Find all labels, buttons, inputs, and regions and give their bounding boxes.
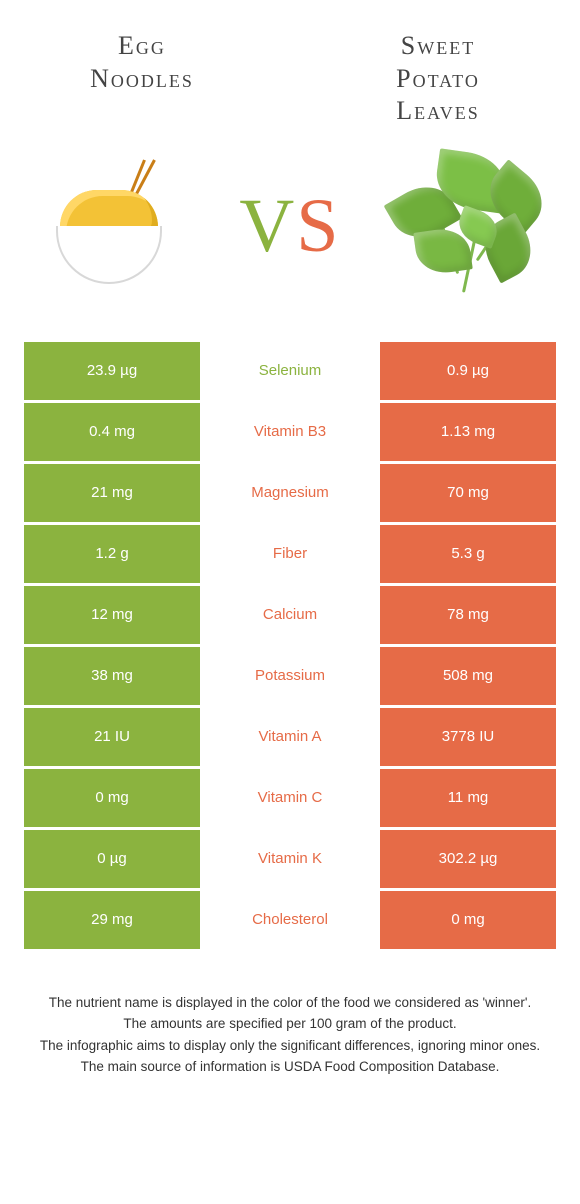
- table-row: 0.4 mgVitamin B31.13 mg: [24, 403, 556, 461]
- infographic: EggNoodles SweetPotatoLeaves VS: [0, 0, 580, 1119]
- nutrient-label: Vitamin A: [203, 708, 377, 766]
- right-value: 5.3 g: [380, 525, 556, 583]
- table-row: 0 mgVitamin C11 mg: [24, 769, 556, 827]
- footnote-line: The amounts are specified per 100 gram o…: [24, 1014, 556, 1034]
- nutrient-label: Potassium: [203, 647, 377, 705]
- table-row: 21 IUVitamin A3778 IU: [24, 708, 556, 766]
- left-value: 0.4 mg: [24, 403, 200, 461]
- nutrient-label: Selenium: [203, 342, 377, 400]
- right-food-title: SweetPotatoLeaves: [320, 30, 556, 128]
- right-value: 11 mg: [380, 769, 556, 827]
- table-row: 29 mgCholesterol0 mg: [24, 891, 556, 949]
- noodles-icon: [24, 142, 194, 312]
- right-value: 0 mg: [380, 891, 556, 949]
- footnote-line: The nutrient name is displayed in the co…: [24, 993, 556, 1013]
- nutrient-label: Fiber: [203, 525, 377, 583]
- footnote-line: The infographic aims to display only the…: [24, 1036, 556, 1056]
- left-food-title: EggNoodles: [24, 30, 260, 95]
- nutrient-table: 23.9 µgSelenium0.9 µg0.4 mgVitamin B31.1…: [24, 342, 556, 949]
- vs-label: VS: [239, 183, 340, 270]
- table-row: 38 mgPotassium508 mg: [24, 647, 556, 705]
- nutrient-label: Cholesterol: [203, 891, 377, 949]
- title-row: EggNoodles SweetPotatoLeaves: [24, 30, 556, 128]
- left-value: 29 mg: [24, 891, 200, 949]
- right-value: 0.9 µg: [380, 342, 556, 400]
- left-value: 1.2 g: [24, 525, 200, 583]
- table-row: 21 mgMagnesium70 mg: [24, 464, 556, 522]
- footnote-line: The main source of information is USDA F…: [24, 1057, 556, 1077]
- right-value: 302.2 µg: [380, 830, 556, 888]
- right-value: 78 mg: [380, 586, 556, 644]
- image-row: VS: [24, 142, 556, 312]
- table-row: 0 µgVitamin K302.2 µg: [24, 830, 556, 888]
- left-value: 21 IU: [24, 708, 200, 766]
- table-row: 1.2 gFiber5.3 g: [24, 525, 556, 583]
- right-value: 508 mg: [380, 647, 556, 705]
- left-value: 38 mg: [24, 647, 200, 705]
- right-value: 70 mg: [380, 464, 556, 522]
- nutrient-label: Vitamin C: [203, 769, 377, 827]
- right-value: 3778 IU: [380, 708, 556, 766]
- table-row: 12 mgCalcium78 mg: [24, 586, 556, 644]
- table-row: 23.9 µgSelenium0.9 µg: [24, 342, 556, 400]
- left-value: 0 mg: [24, 769, 200, 827]
- footnotes: The nutrient name is displayed in the co…: [24, 993, 556, 1077]
- left-value: 21 mg: [24, 464, 200, 522]
- left-value: 0 µg: [24, 830, 200, 888]
- left-value: 23.9 µg: [24, 342, 200, 400]
- nutrient-label: Calcium: [203, 586, 377, 644]
- nutrient-label: Vitamin K: [203, 830, 377, 888]
- nutrient-label: Magnesium: [203, 464, 377, 522]
- leaves-icon: [386, 142, 556, 312]
- right-value: 1.13 mg: [380, 403, 556, 461]
- left-value: 12 mg: [24, 586, 200, 644]
- nutrient-label: Vitamin B3: [203, 403, 377, 461]
